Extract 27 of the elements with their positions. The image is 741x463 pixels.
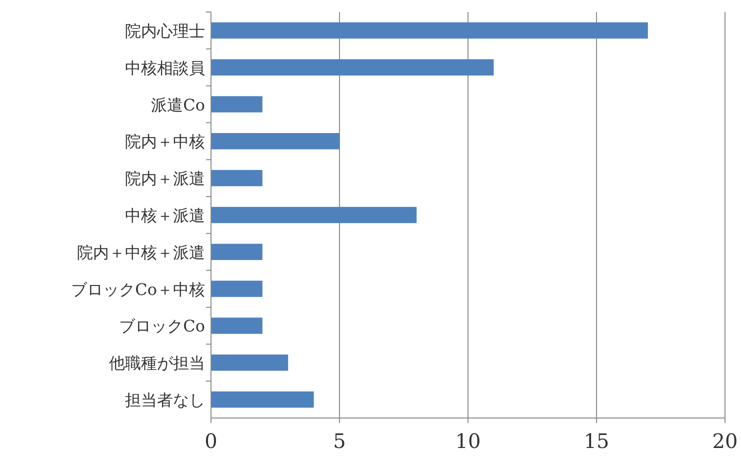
x-tick-label: 20 [712,429,738,453]
y-tick-label: 他職種が担当 [109,354,205,373]
bar [211,354,288,371]
y-tick-label: ブロックCo [119,316,205,336]
bar [211,59,494,76]
bar [211,22,648,39]
y-tick-label: 担当者なし [125,390,205,410]
bar [211,318,262,334]
bar [211,96,262,112]
y-tick-label: 院内＋中核＋派遣 [77,242,205,262]
y-tick-label: 院内心理士 [125,21,205,40]
x-tick-label: 10 [455,429,481,453]
x-tick-label: 0 [204,429,218,453]
x-tick-label: 5 [333,429,346,453]
bar [211,206,417,224]
x-tick-label: 15 [584,429,610,453]
y-tick-label: 中核相談員 [125,58,205,78]
bar [211,170,262,186]
bar [211,280,262,297]
bar [211,244,262,260]
bar [211,391,314,408]
y-tick-label: 中核＋派遣 [125,206,205,225]
y-tick-label: ブロックCo＋中核 [71,280,205,299]
bar [211,133,340,150]
y-tick-label: 院内＋派遣 [125,169,205,188]
y-tick-label: 派遣Co [151,95,205,114]
y-tick-label: 院内＋中核 [125,132,205,152]
